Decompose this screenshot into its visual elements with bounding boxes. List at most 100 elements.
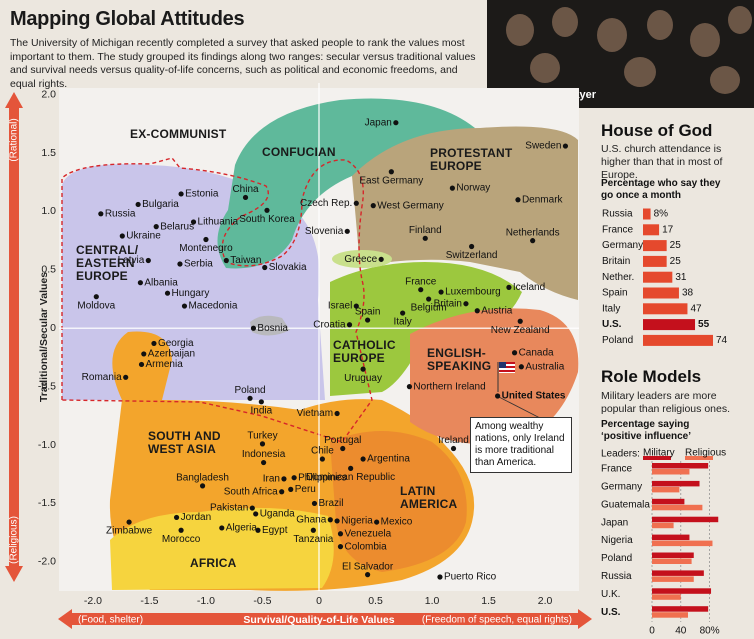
country-point: [463, 301, 469, 307]
country-point: [474, 308, 480, 314]
country-label: Croatia: [313, 319, 346, 330]
bar-value-label: 25: [670, 240, 682, 251]
bar-value-label: 55: [698, 319, 710, 330]
panel-title: Role Models: [601, 367, 702, 386]
description: The University of Michigan recently comp…: [10, 37, 476, 90]
country-point: [495, 393, 501, 399]
region-label: CONFUCIAN: [262, 145, 336, 159]
country-point: [310, 527, 316, 533]
country-label: El Salvador: [342, 561, 394, 572]
country-point: [365, 572, 371, 578]
country-point: [337, 531, 344, 537]
bar-category-label: Britain: [602, 256, 630, 267]
bar: [652, 516, 719, 523]
bar: [643, 303, 688, 315]
bar-category-label: Nigeria: [601, 535, 633, 546]
country-label: Egypt: [262, 525, 288, 536]
country-point: [378, 256, 384, 262]
region-label: CENTRAL/ EASTERN EUROPE: [76, 243, 139, 283]
country-point: [261, 459, 267, 466]
country-point: [517, 318, 523, 324]
country-label: Belgium: [411, 303, 447, 314]
country-point: [393, 120, 399, 126]
country-point: [426, 296, 432, 302]
country-label: South Africa: [224, 486, 278, 497]
bar-category-label: France: [602, 224, 634, 235]
country-point: [370, 203, 376, 209]
country-point: [400, 310, 406, 316]
bar: [652, 594, 681, 600]
country-point: [178, 191, 184, 197]
title: Mapping Global Attitudes: [10, 8, 245, 30]
country-label: Israel: [328, 301, 352, 312]
country-point: [164, 290, 171, 296]
region-label: AFRICA: [190, 556, 237, 570]
country-point: [98, 211, 104, 217]
country-point: [515, 197, 521, 203]
country-point: [247, 395, 253, 401]
x-tick-label: 0.5: [368, 595, 383, 607]
country-label: Bulgaria: [142, 199, 179, 210]
country-label: Czech Rep.: [300, 198, 352, 209]
country-point: [126, 519, 132, 525]
country-label: Australia: [525, 361, 564, 372]
country-point: [353, 303, 359, 309]
country-point: [469, 243, 475, 250]
country-label: Dominican Republic: [306, 472, 395, 483]
country-point: [288, 486, 294, 492]
country-point: [449, 185, 455, 191]
country-label: Azerbaijan: [148, 349, 195, 360]
country-point: [177, 261, 183, 267]
country-point: [138, 361, 145, 368]
bar-value-label: 17: [662, 224, 674, 235]
region-latin-america: [330, 431, 467, 572]
country-point: [153, 224, 159, 230]
country-label: Latvia: [118, 255, 145, 266]
bar: [643, 255, 667, 267]
x-axis-arrow: [58, 609, 592, 629]
country-point: [334, 518, 340, 524]
bar: [652, 463, 709, 469]
country-point: [506, 284, 512, 290]
country-label: Uruguay: [344, 373, 382, 384]
y-tick-label: -1.0: [38, 439, 56, 451]
country-point: [438, 289, 444, 295]
country-label: Colombia: [344, 541, 387, 552]
country-point: [141, 351, 147, 357]
country-point: [340, 445, 346, 452]
bar: [643, 208, 651, 220]
y-tick-label: 0: [50, 322, 56, 334]
bar-category-label: Germany: [602, 240, 643, 251]
country-point: [178, 527, 184, 533]
country-label: Jordan: [181, 512, 212, 523]
country-label: Iran: [263, 474, 280, 485]
country-point: [337, 544, 344, 550]
country-point: [259, 441, 266, 447]
y-tick-label: -1.5: [38, 497, 56, 509]
y-axis-end-label: (Religious): [9, 516, 20, 564]
country-label: Zimbabwe: [106, 526, 153, 537]
x-tick-label: -1.0: [197, 595, 215, 607]
bar-value-label: 47: [690, 303, 702, 314]
bar-category-label: Poland: [601, 553, 632, 564]
country-label: Ghana: [296, 514, 326, 525]
y-tick-label: 1.0: [41, 205, 56, 217]
country-label: Britain: [434, 298, 462, 309]
country-label: Russia: [105, 208, 136, 219]
bar-category-label: Nether.: [602, 272, 634, 283]
bar: [652, 606, 709, 612]
photo-figures: [506, 6, 752, 94]
country-point: [173, 514, 180, 521]
country-label: France: [405, 276, 437, 287]
country-label: Algeria: [226, 523, 258, 534]
bar-value-label: 74: [716, 335, 728, 346]
bosnia-shape: [250, 315, 290, 336]
bar-category-label: Japan: [601, 517, 628, 528]
region-label: PROTESTANT EUROPE: [430, 146, 513, 173]
country-point: [242, 194, 249, 201]
country-label: Italy: [393, 317, 411, 328]
y-tick-label: -0.5: [38, 380, 56, 392]
country-label: Morocco: [162, 534, 201, 545]
panel-subtitle: Military leaders are more popular than r…: [601, 390, 731, 415]
